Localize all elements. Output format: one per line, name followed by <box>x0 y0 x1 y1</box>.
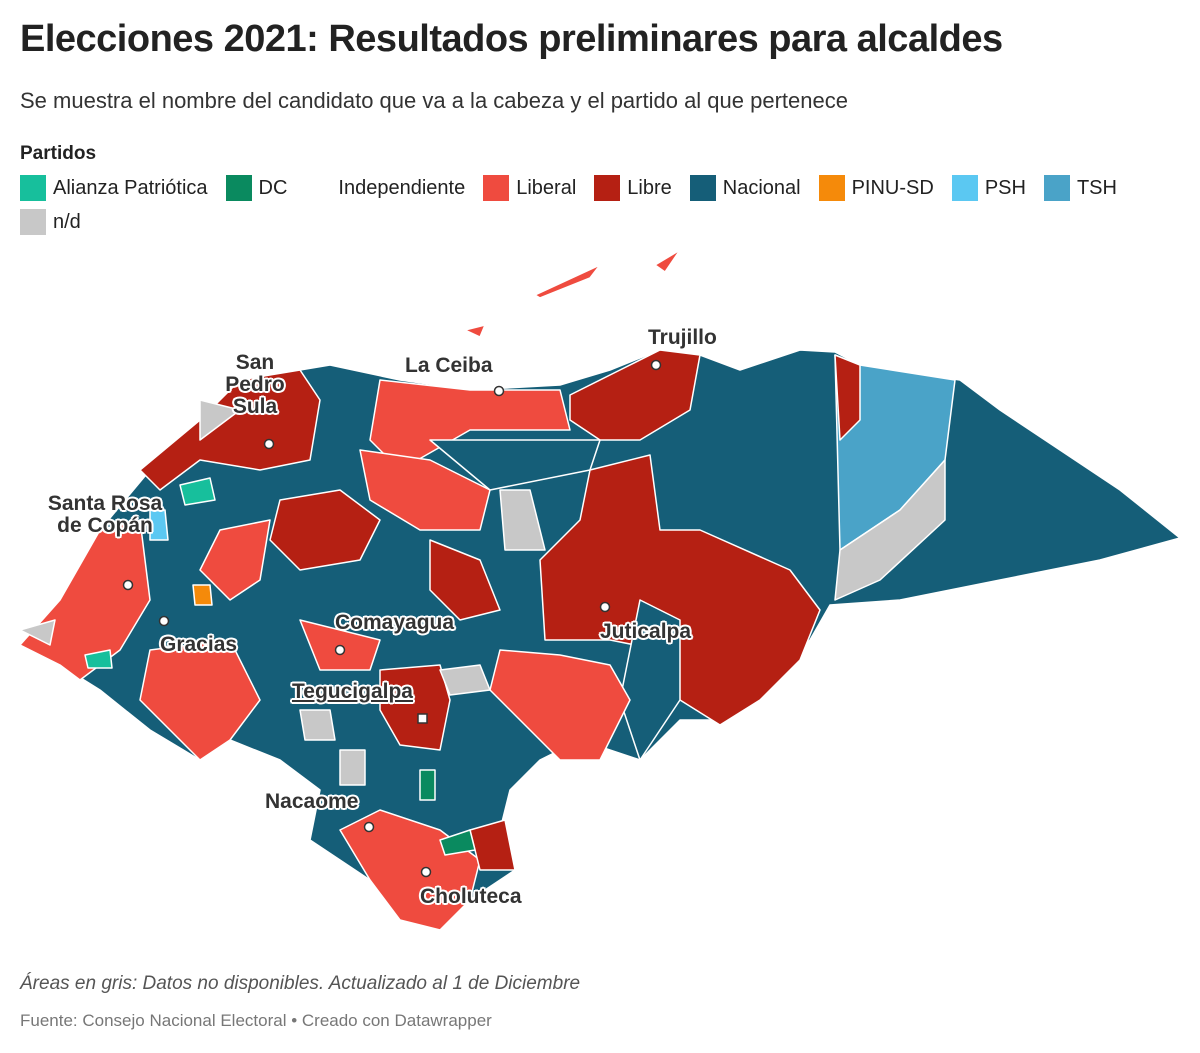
city-label: Choluteca <box>420 885 522 908</box>
legend-label: PSH <box>984 176 1026 199</box>
municipality <box>439 664 491 696</box>
city-label: San Pedro Sula <box>225 351 285 418</box>
municipality <box>84 649 113 669</box>
city-label: La Ceiba <box>405 354 493 377</box>
city-label: Gracias <box>160 633 238 656</box>
city-label: Santa Rosa de Copán <box>47 492 163 537</box>
legend-swatch <box>951 175 978 201</box>
municipality <box>139 639 261 761</box>
legend: Alianza Patriótica DC Independiente Liberal… <box>20 175 1170 235</box>
municipality <box>149 509 169 541</box>
municipality <box>464 324 486 338</box>
city-label: Tegucigalpa <box>292 680 413 703</box>
legend-item: TSH <box>1043 175 1117 201</box>
municipality <box>419 769 436 801</box>
legend-item: Libre <box>594 175 672 201</box>
municipality <box>369 379 571 471</box>
legend-item: DC <box>225 175 288 201</box>
municipality <box>439 829 476 856</box>
municipality <box>139 369 321 491</box>
municipality <box>499 489 546 551</box>
map <box>19 249 1181 931</box>
legend-label: DC <box>258 176 288 199</box>
municipality <box>379 664 451 751</box>
municipality <box>654 249 681 273</box>
footer-source: Fuente: Consejo Nacional Electoral • Cre… <box>20 1011 492 1030</box>
municipality <box>534 264 601 299</box>
municipality <box>834 459 946 601</box>
legend-label: Alianza Patriótica <box>53 176 208 199</box>
legend-item: n/d <box>20 209 81 235</box>
footer-note: Áreas en gris: Datos no disponibles. Act… <box>20 973 581 994</box>
legend-item: Nacional <box>689 175 801 201</box>
municipality <box>569 349 701 441</box>
municipality <box>19 619 56 646</box>
municipality <box>192 584 213 606</box>
legend-label: Liberal <box>516 176 577 199</box>
legend-title: Partidos <box>20 143 97 164</box>
title: Elecciones 2021: Resultados preliminares… <box>20 18 1003 60</box>
legend-label: Nacional <box>722 176 801 199</box>
municipality <box>429 439 601 491</box>
city-markers <box>122 359 662 878</box>
city-label: Comayagua <box>335 611 455 634</box>
legend-label: Independiente <box>338 176 466 199</box>
municipality <box>269 489 381 571</box>
legend-item: PSH <box>951 175 1026 201</box>
legend-label: PINU-SD <box>851 176 934 199</box>
legend-label: Libre <box>627 176 672 199</box>
subtitle: Se muestra el nombre del candidato que v… <box>20 88 848 113</box>
municipality <box>489 649 631 761</box>
legend-item: Alianza Patriótica <box>20 175 208 201</box>
municipality <box>469 819 516 871</box>
legend-swatch <box>1043 175 1070 201</box>
municipality <box>199 399 241 441</box>
city-label: Trujillo <box>648 326 717 349</box>
municipality <box>619 599 681 761</box>
legend-swatch <box>594 175 621 201</box>
legend-label: n/d <box>53 210 81 233</box>
legend-swatch <box>20 209 46 235</box>
legend-label: TSH <box>1076 176 1117 199</box>
legend-swatch <box>483 175 510 201</box>
municipality <box>179 477 216 506</box>
municipality <box>359 449 491 531</box>
municipality <box>834 354 861 441</box>
municipality <box>199 519 271 601</box>
legend-item: Independiente <box>305 175 465 201</box>
legend-swatch <box>20 175 46 201</box>
city-label: Nacaome <box>265 790 359 813</box>
legend-swatch <box>689 175 716 201</box>
legend-swatch <box>818 175 845 201</box>
municipality <box>429 539 501 621</box>
municipality <box>299 709 336 741</box>
municipality <box>539 454 821 726</box>
legend-swatch <box>305 175 332 201</box>
legend-swatch <box>225 175 252 201</box>
municipality <box>339 749 366 786</box>
legend-item: Liberal <box>483 175 576 201</box>
city-label: Juticalpa <box>600 620 692 643</box>
legend-item: PINU-SD <box>818 175 934 201</box>
municipality <box>19 519 151 681</box>
